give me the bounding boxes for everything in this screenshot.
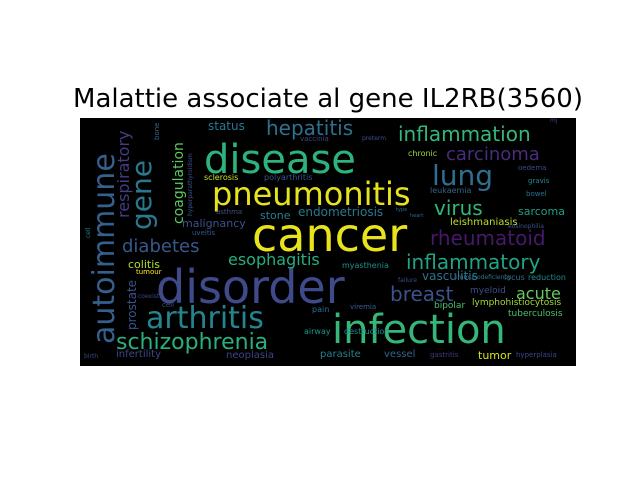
word-endometriosis: endometriosis — [298, 205, 384, 219]
word-immunodeficiency: immunodeficiency — [456, 274, 512, 281]
word-polyarthritis: polyarthritis — [264, 173, 313, 182]
word-hyperparathyroidism: hyperparathyroidism — [187, 153, 194, 216]
word-inflammatory: inflammatory — [406, 250, 541, 274]
word-pneumonitis: pneumonitis — [212, 175, 411, 213]
word-cloud: disease cancer disorder infection pneumoniti… — [80, 118, 576, 366]
word-bowel: bowel — [526, 190, 547, 198]
word-disease: disease — [204, 137, 356, 183]
word-birth: birth — [84, 353, 99, 360]
word-infection: infection — [332, 307, 506, 353]
word-uveitis: uveitis — [192, 229, 216, 237]
word-preterm: preterm — [362, 135, 387, 142]
word-pain: pain — [312, 305, 330, 314]
word-malignancy: malignancy — [182, 217, 246, 230]
word-asthma: asthma — [216, 208, 243, 216]
word-arthritis: arthritis — [146, 301, 264, 336]
word-chronic: chronic — [408, 149, 438, 158]
word-airway: airway — [304, 327, 331, 336]
word-vessel: vessel — [384, 349, 416, 360]
word-respiratory: respiratory — [114, 130, 133, 219]
word-hyperplasia: hyperplasia — [516, 351, 557, 359]
word-lung: lung — [432, 159, 494, 192]
word-parasite: parasite — [320, 349, 361, 360]
word-disorder: disorder — [156, 260, 345, 314]
word-gravis: gravis — [528, 177, 550, 185]
word-bone: bone — [153, 122, 161, 140]
word-acute: acute — [516, 284, 561, 303]
word-reduction: reduction — [528, 273, 566, 282]
word-cancer: cancer — [252, 208, 408, 262]
word-tumour: tumour — [136, 268, 162, 276]
word-mj: mj — [550, 118, 558, 124]
word-breast: breast — [390, 282, 454, 306]
word-status: status — [208, 119, 245, 133]
word-leishmaniasis: leishmaniasis — [450, 217, 518, 228]
word-failure: failure — [398, 277, 417, 284]
word-prostate: prostate — [125, 279, 139, 330]
word-lymphohistiocytosis: lymphohistiocytosis — [472, 298, 562, 308]
word-vasculitis: vasculitis — [422, 269, 478, 283]
word-carcinoma: carcinoma — [446, 144, 540, 165]
word-myeloid: myeloid — [470, 286, 506, 296]
word-esophagitis: esophagitis — [228, 250, 320, 269]
word-vaccinia: vaccinia — [300, 135, 329, 143]
word-destruction: destruction — [344, 327, 390, 336]
word-tuberculosis: tuberculosis — [508, 309, 563, 319]
word-neoplasia: neoplasia — [226, 350, 274, 361]
word-myasthenia: myasthenia — [342, 261, 389, 270]
word-colitis: colitis — [128, 258, 160, 271]
word-leukaemia: leukaemia — [430, 186, 472, 195]
word-sclerosis: sclerosis — [204, 173, 239, 182]
word-schizophrenia: schizophrenia — [116, 330, 269, 355]
word-locus: locus — [504, 273, 525, 282]
word-tumor: tumor — [478, 349, 512, 362]
word-bipolar: bipolar — [434, 301, 466, 311]
word-inflammation: inflammation — [398, 122, 531, 146]
word-eosin: eosinophilia — [508, 223, 544, 230]
word-coagulation: coagulation — [171, 142, 187, 224]
word-cell: cell — [162, 301, 175, 309]
word-cell-v: cell — [85, 227, 92, 238]
word-viremia: viremia — [350, 303, 377, 311]
word-gastritis: gastritis — [430, 351, 459, 359]
word-stone: stone — [260, 209, 291, 222]
word-diabetes: diabetes — [122, 236, 200, 257]
word-rheumatoid: rheumatoid — [430, 226, 546, 250]
word-hepatitis: hepatitis — [266, 118, 354, 140]
word-virus: virus — [434, 196, 483, 220]
chart-title: Malattie associate al gene IL2RB(3560) — [73, 84, 583, 114]
word-infertility: infertility — [116, 349, 161, 360]
word-sarcoma: sarcoma — [518, 205, 565, 218]
word-type: type — [396, 207, 408, 213]
word-heart: heart — [410, 213, 424, 219]
word-oedema: oedema — [518, 164, 547, 172]
word-coexist: coexist — [138, 293, 160, 300]
